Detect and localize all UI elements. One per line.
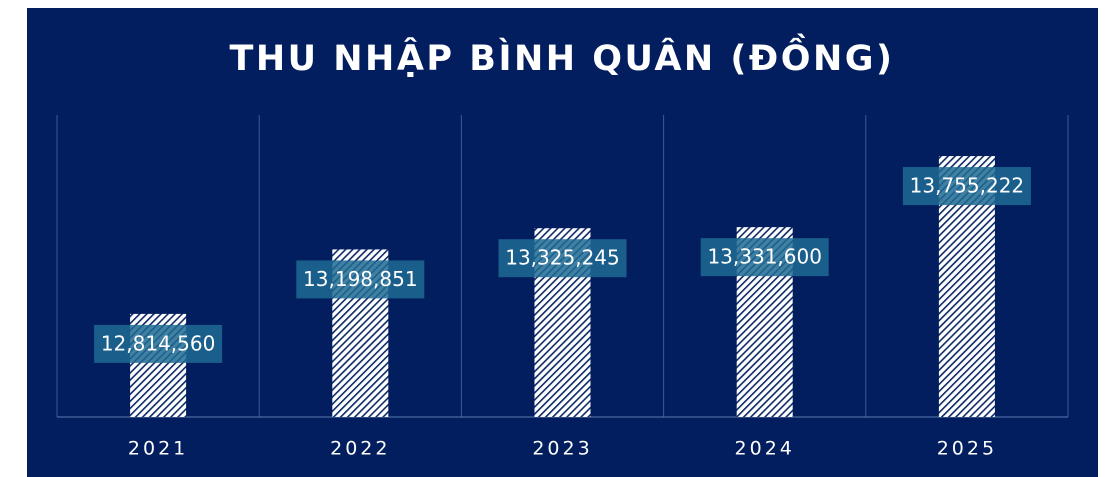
x-tick-label: 2021 bbox=[128, 438, 188, 460]
value-label: 13,198,851 bbox=[303, 267, 418, 291]
x-tick-label: 2022 bbox=[330, 438, 390, 460]
value-label: 13,331,600 bbox=[707, 245, 822, 269]
value-label-box bbox=[700, 238, 829, 277]
value-label-box bbox=[902, 167, 1031, 206]
x-tick-label: 2025 bbox=[937, 438, 997, 460]
x-tick-label: 2023 bbox=[532, 438, 592, 460]
chart-title: THU NHẬP BÌNH QUÂN (ĐỒNG) bbox=[229, 32, 894, 79]
value-label: 12,814,560 bbox=[101, 331, 216, 355]
value-label: 13,755,222 bbox=[910, 174, 1025, 198]
value-label-box bbox=[498, 239, 627, 278]
value-label-box bbox=[94, 324, 223, 363]
value-label: 13,325,245 bbox=[505, 246, 620, 270]
x-tick-label: 2024 bbox=[735, 438, 795, 460]
value-label-box bbox=[296, 260, 425, 299]
